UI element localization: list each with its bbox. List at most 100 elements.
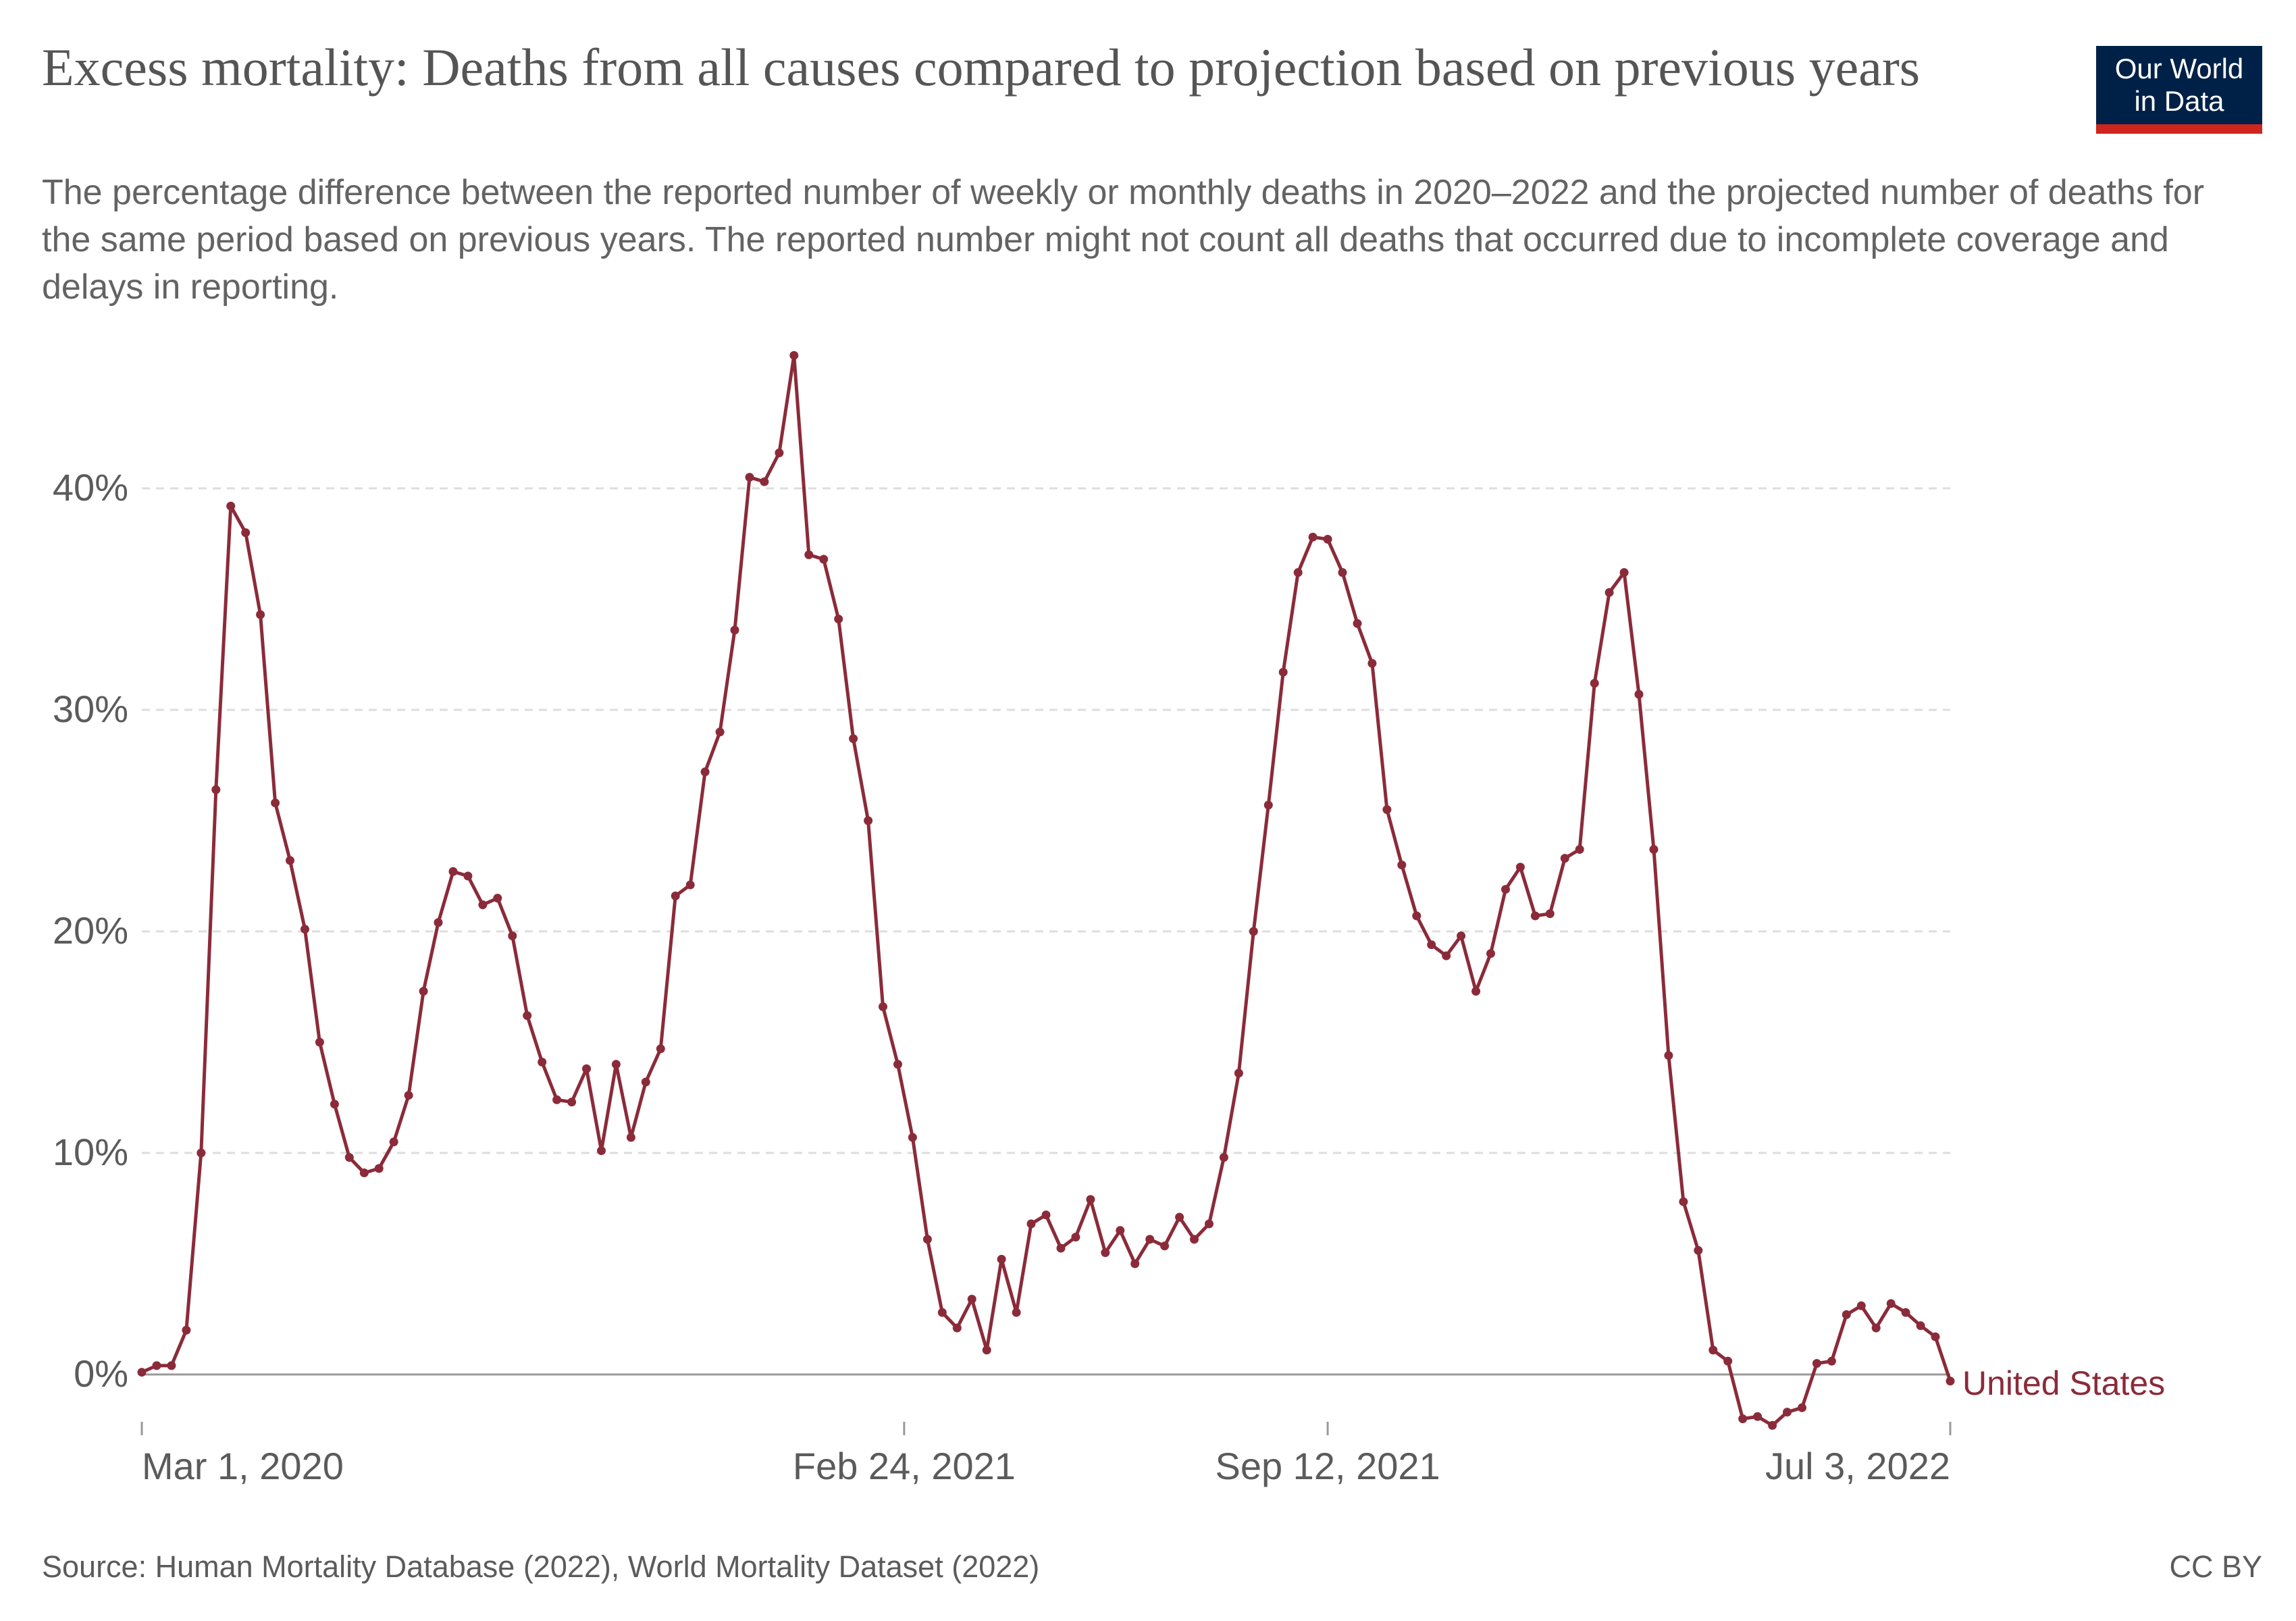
data-point[interactable] [641, 1077, 650, 1087]
data-point[interactable] [1783, 1408, 1792, 1417]
data-point[interactable] [804, 550, 814, 559]
data-point[interactable] [789, 351, 799, 360]
data-point[interactable] [1056, 1243, 1066, 1253]
data-point[interactable] [775, 448, 784, 457]
data-point[interactable] [1249, 927, 1258, 936]
data-point[interactable] [182, 1325, 191, 1335]
data-point[interactable] [1442, 951, 1451, 960]
data-point[interactable] [1827, 1356, 1836, 1366]
data-point[interactable] [374, 1164, 384, 1173]
data-point[interactable] [1798, 1403, 1806, 1412]
data-point[interactable] [1723, 1356, 1733, 1366]
data-point[interactable] [152, 1361, 161, 1370]
data-point[interactable] [1041, 1210, 1051, 1220]
data-point[interactable] [1338, 568, 1347, 577]
data-point[interactable] [1130, 1259, 1140, 1268]
data-point[interactable] [315, 1037, 324, 1047]
data-point[interactable] [1175, 1212, 1184, 1222]
data-point[interactable] [893, 1060, 902, 1069]
data-point[interactable] [448, 867, 458, 876]
data-point[interactable] [567, 1098, 577, 1107]
data-point[interactable] [1353, 619, 1362, 628]
source-note[interactable]: Source: Human Mortality Database (2022),… [42, 1549, 1040, 1584]
data-point[interactable] [493, 894, 502, 903]
data-point[interactable] [1234, 1069, 1243, 1078]
data-point[interactable] [241, 528, 251, 538]
data-point[interactable] [508, 931, 517, 941]
data-point[interactable] [1590, 679, 1599, 688]
data-point[interactable] [1753, 1412, 1763, 1421]
data-point[interactable] [1694, 1245, 1703, 1255]
data-point[interactable] [1575, 845, 1584, 854]
data-point[interactable] [1738, 1414, 1748, 1424]
data-point[interactable] [1604, 588, 1614, 597]
data-point[interactable] [1916, 1321, 1925, 1331]
data-point[interactable] [1367, 659, 1377, 668]
data-point[interactable] [952, 1323, 962, 1333]
data-point[interactable] [1634, 690, 1644, 699]
data-point[interactable] [1160, 1241, 1170, 1251]
data-point[interactable] [879, 1002, 887, 1011]
data-point[interactable] [1856, 1301, 1866, 1310]
data-point[interactable] [538, 1058, 547, 1066]
data-point[interactable] [419, 987, 428, 996]
data-point[interactable] [760, 477, 769, 486]
data-point[interactable] [434, 918, 443, 927]
data-point[interactable] [1679, 1197, 1688, 1206]
data-point[interactable] [626, 1133, 635, 1142]
data-point[interactable] [1101, 1248, 1110, 1258]
data-point[interactable] [611, 1060, 621, 1069]
data-point[interactable] [552, 1095, 562, 1104]
data-point[interactable] [1931, 1332, 1940, 1341]
data-point[interactable] [478, 900, 488, 910]
data-point[interactable] [1145, 1235, 1155, 1244]
data-point[interactable] [271, 798, 280, 808]
data-point[interactable] [286, 856, 294, 865]
data-point[interactable] [1427, 940, 1436, 950]
data-point[interactable] [1071, 1233, 1080, 1242]
data-point[interactable] [982, 1345, 991, 1355]
data-point[interactable] [1768, 1420, 1777, 1430]
data-point[interactable] [1308, 532, 1317, 542]
data-point[interactable] [908, 1133, 917, 1142]
data-point[interactable] [1812, 1359, 1821, 1368]
data-point[interactable] [1205, 1219, 1214, 1229]
data-point[interactable] [389, 1137, 398, 1147]
data-point[interactable] [1871, 1323, 1881, 1333]
data-point[interactable] [463, 871, 473, 881]
data-point[interactable] [730, 625, 739, 635]
data-point[interactable] [700, 767, 710, 777]
data-point[interactable] [1530, 911, 1540, 921]
data-point[interactable] [1501, 885, 1510, 894]
data-point[interactable] [597, 1146, 606, 1156]
data-point[interactable] [967, 1295, 976, 1304]
data-point[interactable] [1278, 667, 1288, 677]
data-point[interactable] [834, 615, 843, 623]
data-point[interactable] [1515, 863, 1525, 872]
data-point[interactable] [137, 1368, 147, 1377]
data-point[interactable] [937, 1308, 947, 1317]
data-point[interactable] [656, 1044, 665, 1054]
data-point[interactable] [1664, 1051, 1673, 1060]
data-point[interactable] [167, 1361, 176, 1370]
data-point[interactable] [1026, 1219, 1036, 1229]
license-note[interactable]: CC BY [2169, 1549, 2262, 1584]
data-point[interactable] [1219, 1153, 1228, 1162]
data-point[interactable] [1649, 845, 1659, 854]
data-point[interactable] [256, 610, 265, 619]
data-point[interactable] [1842, 1310, 1851, 1319]
data-point[interactable] [211, 785, 221, 794]
data-point[interactable] [922, 1235, 932, 1244]
data-point[interactable] [1886, 1299, 1896, 1308]
data-point[interactable] [226, 501, 236, 511]
data-point[interactable] [1412, 911, 1421, 921]
data-point[interactable] [523, 1011, 532, 1021]
data-point[interactable] [1901, 1308, 1910, 1317]
data-point[interactable] [344, 1153, 354, 1162]
data-point[interactable] [1382, 805, 1392, 815]
data-point[interactable] [745, 473, 754, 482]
series-line-united-states[interactable] [140, 353, 1952, 1427]
data-point[interactable] [864, 816, 873, 825]
data-point[interactable] [582, 1064, 591, 1073]
data-point[interactable] [997, 1254, 1006, 1264]
